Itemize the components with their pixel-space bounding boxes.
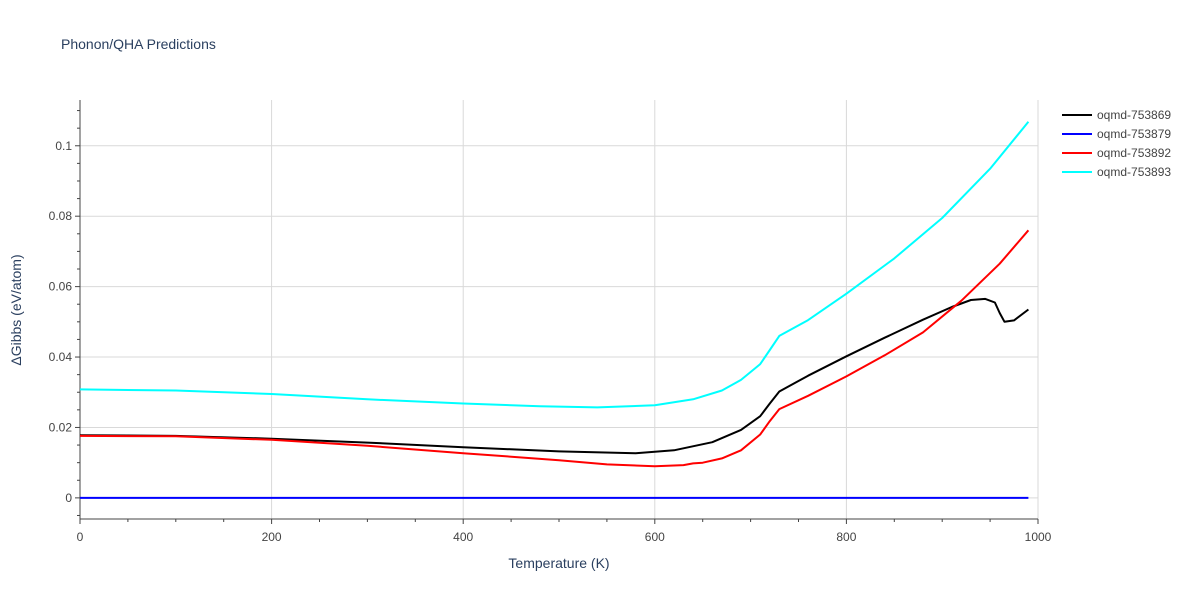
- legend-item-oqmd-753892[interactable]: oqmd-753892: [1062, 146, 1171, 160]
- y-tick-label: 0.04: [49, 350, 73, 364]
- legend-item-oqmd-753869[interactable]: oqmd-753869: [1062, 108, 1171, 122]
- y-tick-label: 0.02: [49, 420, 73, 434]
- x-axis-label: Temperature (K): [508, 555, 609, 571]
- y-tick-label: 0.1: [55, 139, 72, 153]
- grid: [79, 100, 1039, 519]
- legend-item-oqmd-753879[interactable]: oqmd-753879: [1062, 127, 1171, 141]
- x-tick-label: 600: [645, 530, 665, 544]
- y-tick-label: 0.06: [49, 280, 73, 294]
- legend-label: oqmd-753892: [1097, 146, 1171, 160]
- legend-label: oqmd-753869: [1097, 108, 1171, 122]
- series-lines: [79, 121, 1030, 499]
- series-line-oqmd-753892: [79, 229, 1030, 468]
- legend-label: oqmd-753893: [1097, 165, 1171, 179]
- y-tick-label: 0: [65, 491, 72, 505]
- x-tick-label: 200: [262, 530, 282, 544]
- chart-title: Phonon/QHA Predictions: [61, 36, 216, 52]
- axes: 0 200 400 600 800 1000 0 0.02 0.04 0.06 0.08 0.1: [49, 100, 1052, 544]
- series-line-oqmd-753869: [79, 297, 1030, 455]
- legend-item-oqmd-753893[interactable]: oqmd-753893: [1062, 165, 1171, 179]
- series-line-oqmd-753893: [79, 121, 1030, 409]
- x-tick-label: 0: [77, 530, 84, 544]
- x-tick-label: 800: [836, 530, 856, 544]
- legend-label: oqmd-753879: [1097, 127, 1171, 141]
- y-axis-label: ΔGibbs (eV/atom): [8, 254, 24, 365]
- y-tick-label: 0.08: [49, 209, 73, 223]
- x-tick-label: 400: [453, 530, 473, 544]
- x-tick-label: 1000: [1025, 530, 1052, 544]
- legend[interactable]: oqmd-753869 oqmd-753879 oqmd-753892 oqmd-75…: [1062, 108, 1171, 179]
